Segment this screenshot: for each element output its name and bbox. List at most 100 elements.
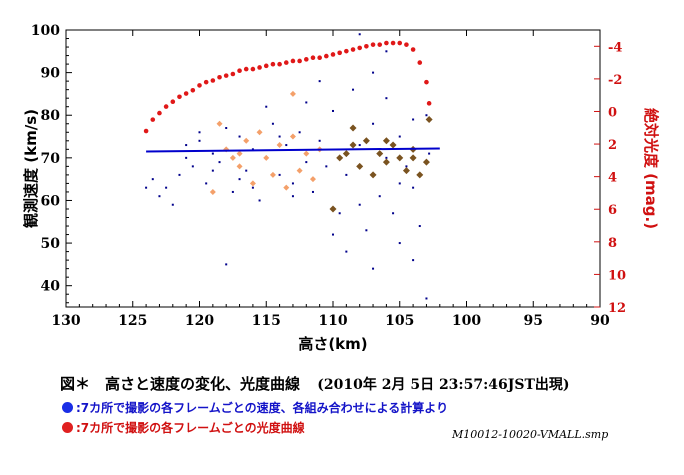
speed-point — [225, 263, 228, 266]
y2-tick-label: 0 — [608, 105, 617, 120]
x-tick-label: 130 — [51, 313, 80, 329]
speed-point — [231, 190, 234, 193]
speed-point — [285, 144, 288, 147]
speed-point — [251, 148, 254, 151]
speed-point — [318, 139, 321, 142]
y2-tick-label: 6 — [608, 203, 617, 218]
light-curve-point — [190, 87, 196, 93]
speed-point — [352, 88, 355, 91]
blue-dot-icon — [62, 402, 73, 413]
light-curve-point — [304, 57, 309, 62]
speed-point — [345, 173, 348, 176]
x-tick-label: 90 — [590, 313, 610, 329]
light-curve-point — [417, 60, 423, 65]
orange-diamond-point — [236, 150, 243, 157]
caption-datetime: (2010年 2月 5日 23:57:46JST出現) — [317, 377, 570, 393]
speed-point — [338, 212, 341, 215]
y2-tick-label: -2 — [608, 73, 622, 88]
light-curve-point — [210, 78, 216, 83]
light-curve-point — [203, 79, 209, 85]
speed-point — [305, 101, 308, 104]
speed-point — [205, 182, 208, 185]
legend-blue: :7カ所で撮影の各フレームごとの速度、各組み合わせによる計算より — [62, 399, 448, 416]
speed-point — [171, 203, 174, 206]
speed-point — [265, 105, 268, 108]
brown-diamond-point — [336, 154, 344, 162]
x-axis-label: 高さ(km) — [298, 335, 367, 353]
speed-point — [358, 144, 361, 147]
light-curve-point — [324, 53, 329, 59]
speed-point — [412, 259, 415, 262]
light-curve-point — [177, 94, 182, 100]
light-curve-point — [317, 55, 322, 60]
red-dot-icon — [62, 422, 73, 433]
speed-point — [332, 109, 334, 112]
y-tick-label: 90 — [41, 66, 61, 82]
speed-point — [291, 182, 294, 185]
brown-diamond-point — [409, 154, 417, 162]
speed-point — [251, 186, 254, 189]
speed-point — [428, 152, 431, 155]
light-curve-point — [426, 101, 432, 106]
light-curve-point — [243, 66, 249, 72]
orange-diamond-point — [283, 184, 290, 191]
brown-diamond-point — [402, 167, 410, 175]
light-curve-point — [230, 71, 236, 77]
orange-diamond-point — [309, 176, 316, 183]
x-tick-label: 115 — [252, 313, 281, 329]
brown-diamond-point — [416, 171, 424, 179]
x-tick-label: 100 — [452, 313, 481, 329]
orange-diamond-point — [256, 129, 263, 136]
plot-frame — [65, 29, 601, 308]
speed-point — [218, 161, 221, 164]
light-curve-point — [283, 60, 289, 65]
brown-diamond-point — [369, 171, 377, 179]
light-curve-point — [390, 40, 396, 46]
speed-point — [278, 135, 281, 138]
light-curve-point — [330, 52, 336, 57]
light-curve-point — [150, 117, 156, 122]
speed-point — [225, 127, 228, 130]
light-curve-point — [257, 65, 262, 70]
orange-diamond-point — [303, 150, 310, 157]
y2-axis-label: 絶対光度 (mag.) — [642, 108, 660, 229]
speed-point — [392, 212, 395, 215]
speed-point — [372, 71, 375, 74]
y2-tick-label: -4 — [608, 40, 622, 55]
brown-diamond-point — [356, 162, 364, 170]
speed-point — [211, 152, 214, 155]
x-tick-label: 95 — [524, 313, 543, 329]
speed-point — [271, 122, 274, 125]
figure-caption: 図＊ 高さと速度の変化、光度曲線 (2010年 2月 5日 23:57:46JS… — [60, 373, 570, 394]
speed-point — [365, 229, 368, 232]
orange-diamond-point — [263, 154, 270, 161]
speed-point — [425, 114, 428, 117]
light-curve-point — [250, 66, 256, 72]
speed-point — [198, 131, 201, 134]
light-curve-point — [424, 79, 429, 85]
brown-diamond-point — [349, 124, 357, 132]
light-curve-point — [344, 48, 349, 54]
speed-point — [372, 122, 375, 125]
speed-point — [318, 80, 321, 83]
orange-diamond-point — [269, 171, 276, 178]
light-curve-point — [364, 43, 369, 49]
orange-diamond-point — [236, 163, 243, 170]
speed-point — [238, 178, 241, 181]
speed-point — [291, 195, 294, 198]
speed-point — [278, 173, 281, 176]
orange-diamond-point — [229, 154, 236, 161]
legend-blue-text: :7カ所で撮影の各フレームごとの速度、各組み合わせによる計算より — [76, 401, 449, 415]
speed-point — [151, 178, 154, 181]
speed-point — [372, 267, 375, 270]
speed-point — [185, 144, 188, 147]
light-curve-point — [143, 128, 149, 134]
fit-line — [146, 147, 440, 153]
orange-diamond-point — [276, 142, 283, 149]
light-curve-point — [337, 50, 342, 56]
caption-title: 図＊ 高さと速度の変化、光度曲線 — [60, 375, 301, 393]
brown-diamond-point — [389, 141, 397, 149]
speed-point — [398, 242, 401, 245]
